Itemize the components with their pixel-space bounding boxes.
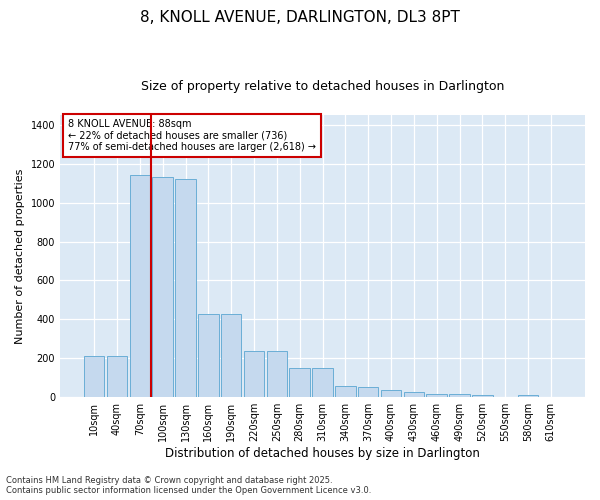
Bar	[175, 179, 196, 397]
Bar	[358, 386, 379, 397]
Text: 8 KNOLL AVENUE: 88sqm
← 22% of detached houses are smaller (736)
77% of semi-det: 8 KNOLL AVENUE: 88sqm ← 22% of detached …	[68, 119, 316, 152]
Bar	[381, 390, 401, 397]
X-axis label: Distribution of detached houses by size in Darlington: Distribution of detached houses by size …	[165, 447, 480, 460]
Bar	[266, 352, 287, 397]
Bar	[472, 394, 493, 397]
Bar	[335, 386, 356, 397]
Bar	[198, 314, 218, 397]
Bar	[84, 356, 104, 397]
Bar	[130, 176, 150, 397]
Bar	[427, 394, 447, 397]
Bar	[289, 368, 310, 397]
Title: Size of property relative to detached houses in Darlington: Size of property relative to detached ho…	[141, 80, 504, 93]
Bar	[221, 314, 241, 397]
Text: Contains HM Land Registry data © Crown copyright and database right 2025.
Contai: Contains HM Land Registry data © Crown c…	[6, 476, 371, 495]
Bar	[518, 394, 538, 397]
Bar	[244, 352, 264, 397]
Y-axis label: Number of detached properties: Number of detached properties	[15, 168, 25, 344]
Bar	[449, 394, 470, 397]
Text: 8, KNOLL AVENUE, DARLINGTON, DL3 8PT: 8, KNOLL AVENUE, DARLINGTON, DL3 8PT	[140, 10, 460, 25]
Bar	[312, 368, 333, 397]
Bar	[404, 392, 424, 397]
Bar	[107, 356, 127, 397]
Bar	[152, 178, 173, 397]
